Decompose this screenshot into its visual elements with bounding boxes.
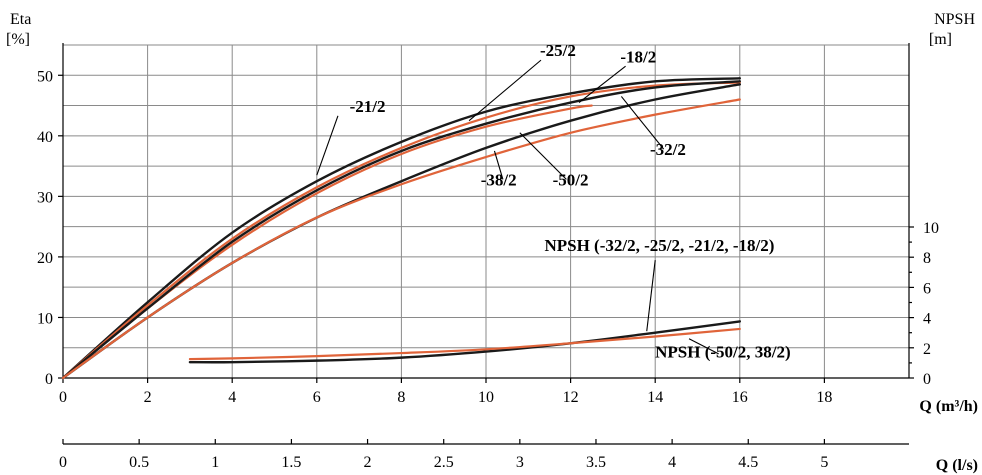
y-left-tick-label: 50 — [37, 68, 53, 85]
annotation-leader-7 — [646, 260, 656, 332]
x-tick-label: 2 — [144, 389, 152, 406]
x2-tick-label: 0 — [59, 454, 67, 471]
x2-tick-label: 1.5 — [281, 454, 301, 471]
x2-tick-label: 1 — [211, 454, 219, 471]
y-right-tick-label: 0 — [923, 371, 931, 388]
annotation-label-2: -18/2 — [620, 48, 656, 67]
x2-tick-label: 5 — [820, 454, 828, 471]
curve-series-2 — [61, 81, 741, 380]
annotation-leader-2 — [578, 65, 626, 103]
annotation-label-8: NPSH (-50/2, 38/2) — [655, 343, 791, 362]
curve-series-1 — [61, 77, 741, 380]
x2-tick-label: 2 — [364, 454, 372, 471]
y-right-axis-unit: [m] — [929, 31, 952, 48]
x-axis-label: Q (m³/h) — [919, 398, 978, 415]
x-tick-label: 4 — [228, 389, 236, 406]
x-tick-label: 12 — [563, 389, 579, 406]
y-right-tick-label: 10 — [923, 220, 939, 237]
x-tick-label: 16 — [732, 389, 748, 406]
x2-tick-label: 0.5 — [129, 454, 149, 471]
annotation-leader-1 — [468, 59, 542, 122]
annotation-leader-4 — [620, 96, 665, 150]
curve-series-6 — [61, 98, 741, 380]
annotation-leader-8 — [688, 338, 719, 355]
x-tick-label: 14 — [647, 389, 663, 406]
x-tick-label: 10 — [478, 389, 494, 406]
x-tick-label: 6 — [313, 389, 321, 406]
x-tick-label: 0 — [59, 389, 67, 406]
y-left-tick-label: 30 — [37, 189, 53, 206]
axes — [58, 43, 914, 445]
y-left-tick-label: 10 — [37, 310, 53, 327]
y-left-tick-label: 0 — [45, 371, 53, 388]
x2-tick-label: 3 — [516, 454, 524, 471]
annotation-leader-5 — [519, 132, 567, 180]
curve-series-8 — [188, 327, 741, 361]
y-right-tick-label: 4 — [923, 311, 931, 328]
annotation-label-6: -38/2 — [481, 170, 517, 189]
tick-labels: 0 2 4 6 8 10 12 14 16 180 0.5 1 1.5 2 2.5 3 3.5 4 4.5 50102… — [37, 68, 939, 471]
annotation-label-3: -21/2 — [350, 97, 386, 116]
curve-series-7 — [188, 320, 741, 364]
x2-tick-label: 4 — [668, 454, 676, 471]
y-right-tick-label: 8 — [923, 250, 931, 267]
x2-tick-label: 3.5 — [586, 454, 606, 471]
y-left-tick-label: 20 — [37, 250, 53, 267]
x2-tick-label: 2.5 — [434, 454, 454, 471]
annotation-leader-3 — [316, 115, 339, 176]
x-tick-label: 18 — [816, 389, 832, 406]
y-right-tick-label: 6 — [923, 280, 931, 297]
annotation-label-5: -50/2 — [553, 170, 589, 189]
annotation-label-4: -32/2 — [650, 140, 686, 159]
curves — [61, 77, 741, 380]
x2-axis-label: Q (l/s) — [936, 457, 978, 474]
annotations: -25/2 -18/2 -21/2 -32/2 -50/2 -38/2 NPSH (-32/… — [316, 41, 791, 362]
y-left-axis-unit: [%] — [6, 31, 30, 48]
y-right-tick-label: 2 — [923, 341, 931, 358]
y-left-axis-label: Eta — [10, 11, 31, 28]
annotation-label-1: -25/2 — [540, 41, 576, 60]
y-right-axis-label: NPSH — [934, 11, 975, 28]
x-tick-label: 8 — [397, 389, 405, 406]
annotation-leader-6 — [493, 150, 504, 180]
annotation-label-7: NPSH (-32/2, -25/2, -21/2, -18/2) — [544, 236, 774, 255]
grid — [62, 44, 910, 379]
curve-series-4 — [61, 80, 741, 380]
y-left-tick-label: 40 — [37, 129, 53, 146]
x2-tick-label: 4.5 — [738, 454, 758, 471]
